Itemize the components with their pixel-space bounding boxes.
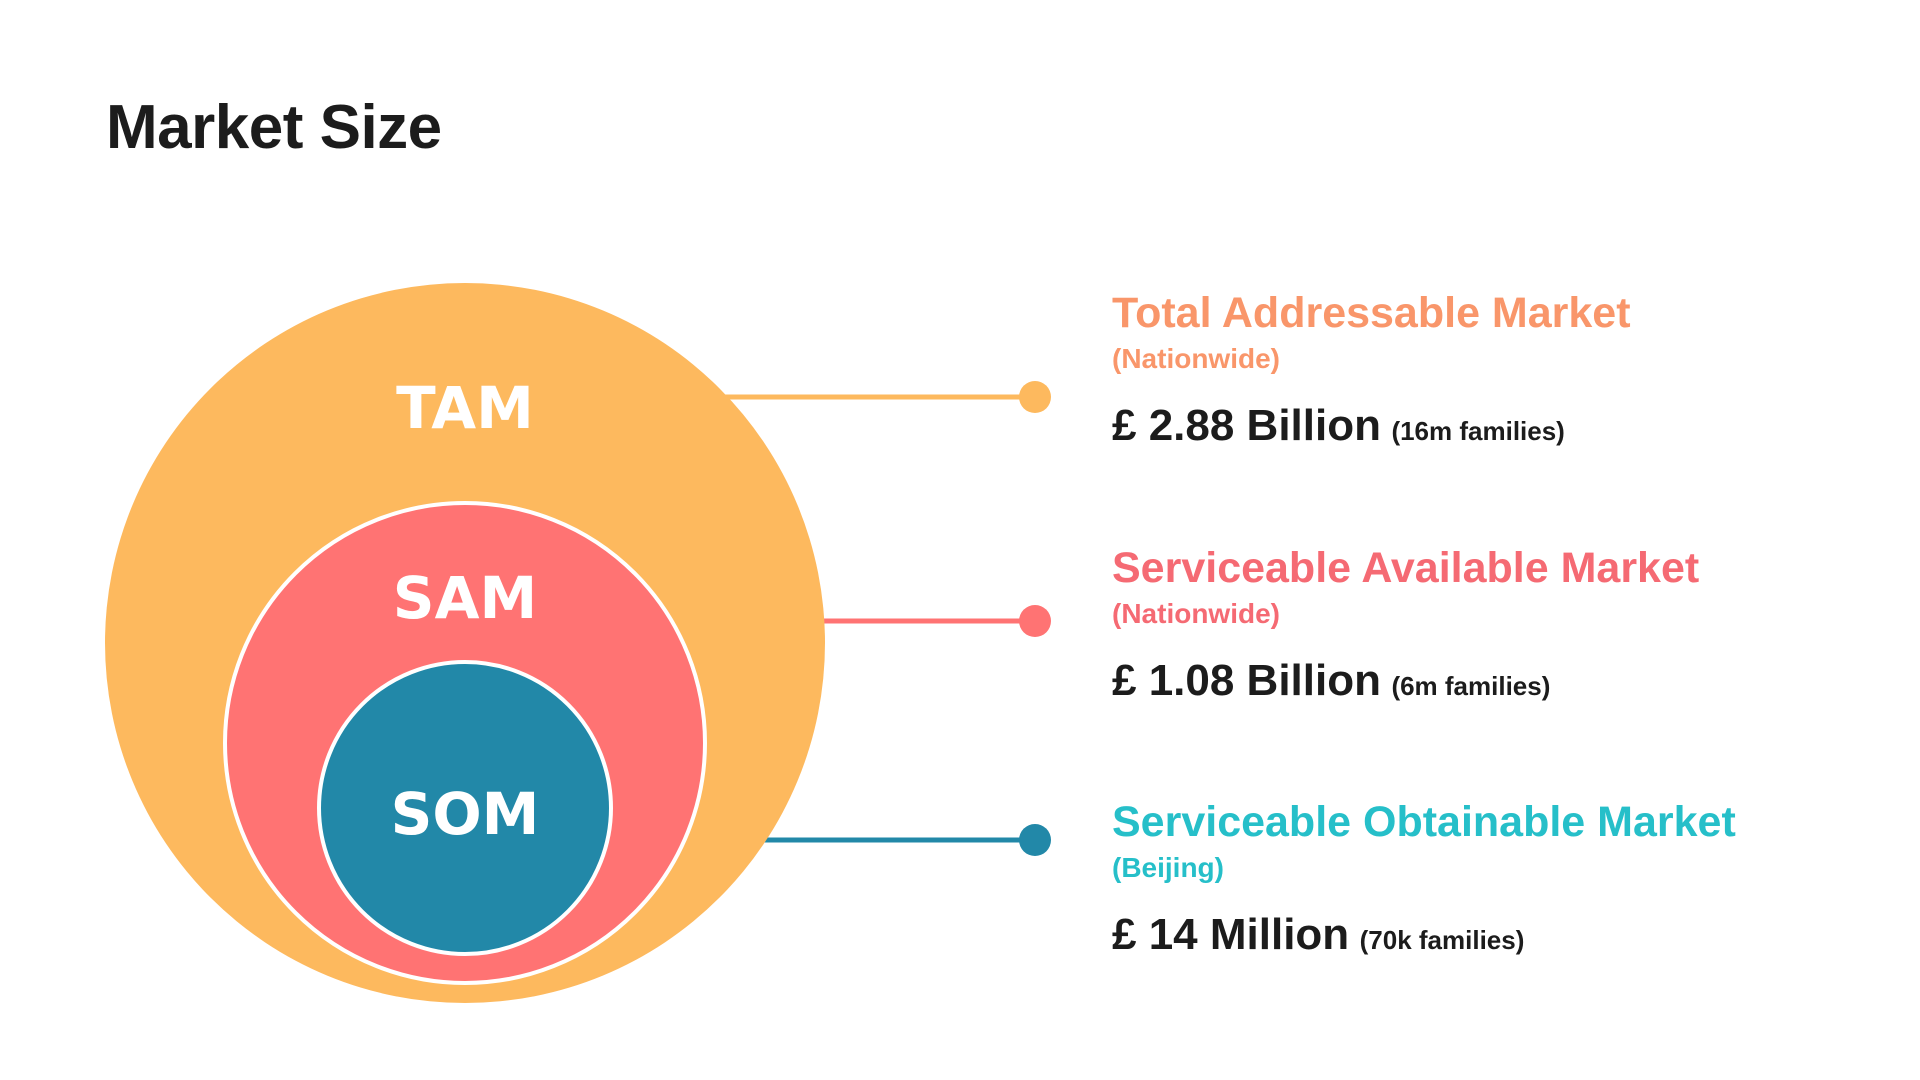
sam-connector-dot (1019, 605, 1051, 637)
tam-families: (16m families) (1391, 416, 1565, 446)
som-value-row: £ 14 Million (70k families) (1112, 910, 1872, 960)
som-connector-dot (1019, 824, 1051, 856)
som-value: £ 14 Million (1112, 910, 1350, 959)
tam-value-row: £ 2.88 Billion (16m families) (1112, 401, 1872, 451)
som-scope: (Beijing) (1112, 852, 1224, 883)
som-title: Serviceable Obtainable Market (1112, 798, 1736, 846)
sam-value: £ 1.08 Billion (1112, 656, 1381, 705)
tam-connector-dot (1019, 381, 1051, 413)
sam-description: Serviceable Available Market (Nationwide… (1112, 547, 1872, 706)
tam-scope: (Nationwide) (1112, 343, 1280, 374)
som-description: Serviceable Obtainable Market (Beijing) … (1112, 801, 1872, 960)
sam-value-row: £ 1.08 Billion (6m families) (1112, 656, 1872, 706)
som-families: (70k families) (1359, 925, 1525, 955)
tam-value: £ 2.88 Billion (1112, 401, 1381, 450)
page-title: Market Size (106, 93, 442, 162)
tam-circle-label: TAM (396, 374, 534, 442)
som-circle-label: SOM (391, 780, 540, 848)
sam-scope: (Nationwide) (1112, 598, 1280, 629)
sam-title: Serviceable Available Market (1112, 544, 1700, 592)
sam-families: (6m families) (1391, 671, 1551, 701)
som-circle (317, 660, 613, 956)
tam-description: Total Addressable Market (Nationwide) £ … (1112, 292, 1872, 451)
tam-title: Total Addressable Market (1112, 289, 1631, 337)
sam-circle-label: SAM (393, 564, 537, 632)
